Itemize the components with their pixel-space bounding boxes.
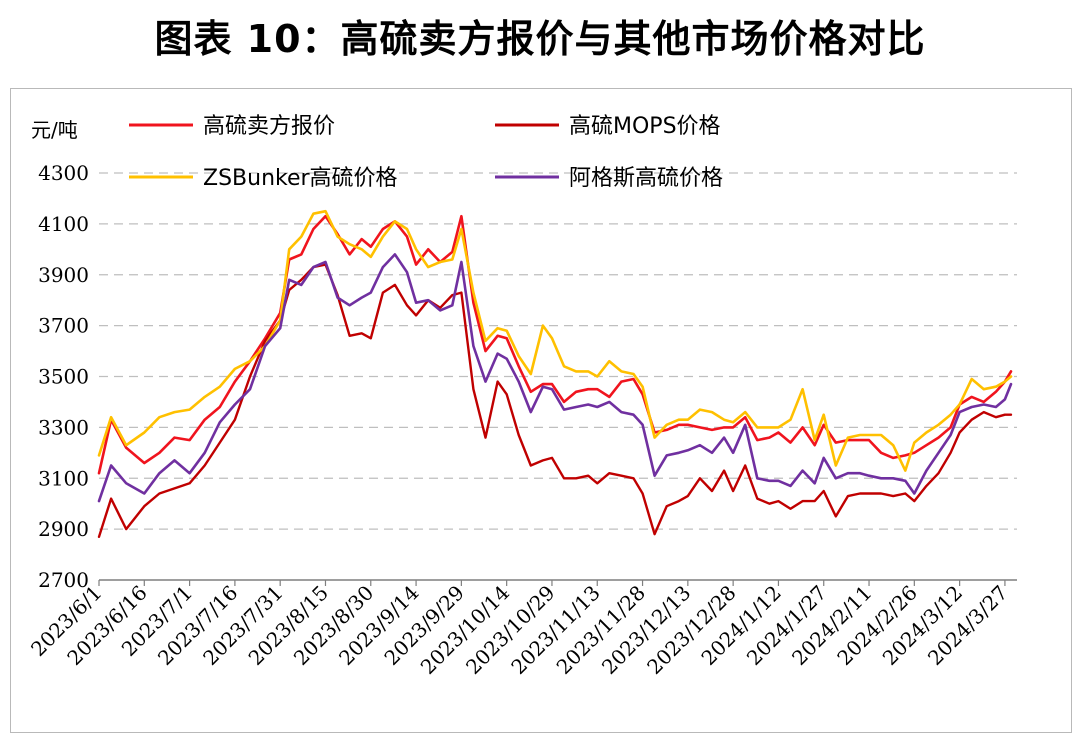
chart-frame: 2700 2900 3100 3300 3500 3700 3900 4100 4300 202… (10, 88, 1072, 733)
y-tick-label: 3700 (38, 314, 89, 338)
series-line-3 (97, 209, 1013, 472)
y-axis: 2700 2900 3100 3300 3500 3700 3900 4100 4300 (38, 161, 89, 592)
y-tick-label: 3500 (38, 365, 89, 389)
y-axis-unit: 元/吨 (31, 118, 78, 142)
chart-title: 图表 10：高硫卖方报价与其他市场价格对比 (154, 17, 926, 61)
y-tick-label: 4100 (38, 212, 89, 236)
y-tick-label: 2900 (38, 517, 89, 541)
series-line-2 (97, 263, 1013, 538)
legend-label-4: 阿格斯高硫价格 (569, 166, 723, 191)
legend: 高硫卖方报价 高硫MOPS价格 ZSBunker高硫价格 阿格斯高硫价格 (129, 114, 723, 191)
line-chart: 2700 2900 3100 3300 3500 3700 3900 4100 4300 202… (26, 114, 1017, 679)
gridlines (99, 172, 1017, 530)
legend-label-3: ZSBunker高硫价格 (203, 166, 398, 191)
series-line-4 (97, 253, 1013, 503)
x-axis: 2023/6/12023/6/162023/7/12023/7/162023/7… (26, 579, 1017, 679)
y-tick-label: 3300 (38, 415, 89, 439)
y-tick-label: 4300 (38, 161, 89, 185)
legend-label-2: 高硫MOPS价格 (569, 114, 721, 139)
y-tick-label: 2700 (38, 568, 89, 592)
y-tick-label: 3900 (38, 263, 89, 287)
series-lines (97, 209, 1013, 538)
y-tick-label: 3100 (38, 466, 89, 490)
legend-label-1: 高硫卖方报价 (203, 114, 335, 139)
